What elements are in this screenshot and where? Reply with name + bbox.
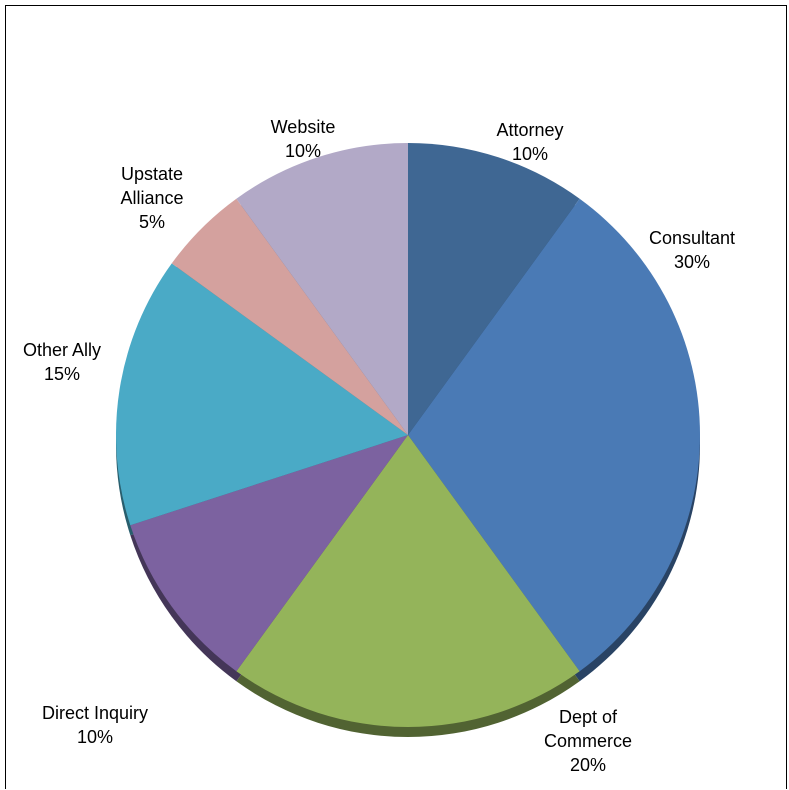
slice-name-label: Consultant: [649, 228, 735, 248]
slice-name-label: Alliance: [120, 188, 183, 208]
pie-slice: [171, 198, 408, 435]
slice-name-label: Attorney: [496, 120, 563, 140]
slice-label: Dept of Commerce 20%: [544, 707, 632, 775]
pie-slices: [116, 143, 700, 728]
slice-percent-label: 10%: [77, 727, 113, 747]
slice-percent-label: 10%: [512, 144, 548, 164]
slice-percent-label: 15%: [44, 364, 80, 384]
slice-name-label: Direct Inquiry: [42, 703, 148, 723]
pie-slice: [408, 143, 580, 435]
slice-label: Direct Inquiry 10%: [42, 703, 148, 747]
pie-slice: [408, 198, 700, 672]
slice-name-label: Website: [271, 117, 336, 137]
slice-name-label: Dept of: [559, 707, 618, 727]
slice-label: Consultant 30%: [649, 228, 735, 272]
pie-slice: [116, 263, 408, 526]
slice-percent-label: 10%: [285, 141, 321, 161]
slice-percent-label: 5%: [139, 212, 165, 232]
pie-slice: [236, 143, 408, 435]
slice-percent-label: 30%: [674, 252, 710, 272]
pie-slice: [236, 435, 580, 728]
slice-label: Upstate Alliance 5%: [120, 164, 183, 232]
slice-label: Other Ally 15%: [23, 340, 101, 384]
slice-label: Website 10%: [271, 117, 336, 161]
pie-labels: Attorney 10% Consultant 30% Dept of Commerce 2…: [23, 117, 735, 775]
slice-name-label: Upstate: [121, 164, 183, 184]
slice-label: Attorney 10%: [496, 120, 563, 164]
slice-percent-label: 20%: [570, 755, 606, 775]
pie-slice: [130, 435, 408, 672]
slice-name-label: Commerce: [544, 731, 632, 751]
slice-name-label: Other Ally: [23, 340, 101, 360]
